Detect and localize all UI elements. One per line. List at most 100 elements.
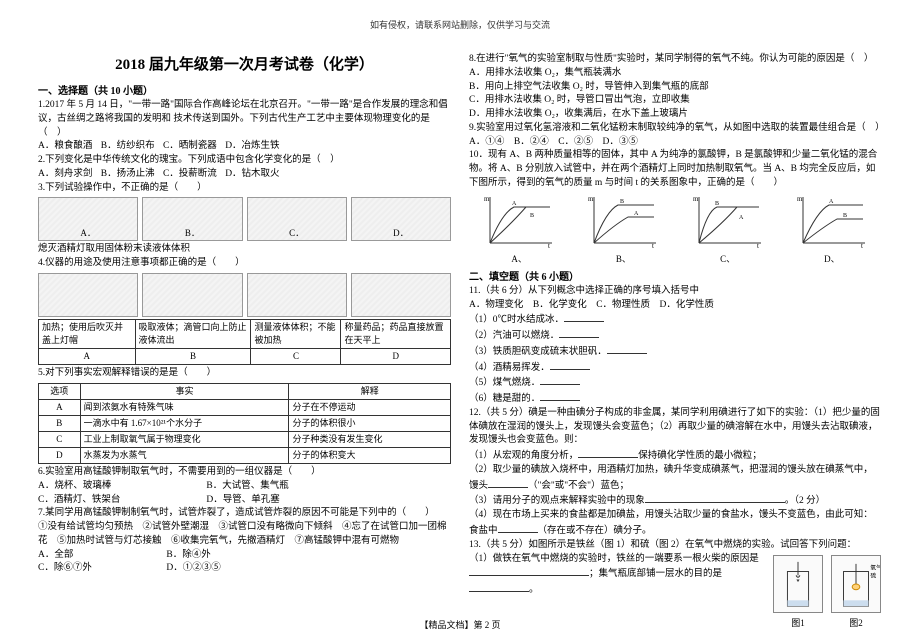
svg-text:A: A — [634, 211, 639, 217]
table-row: 选项 事实 解释 — [39, 383, 451, 399]
svg-text:m: m — [588, 195, 594, 203]
q13-1b-line: ；集气瓶底部铺一层水的目的是。 — [469, 566, 766, 598]
q2-text: 2.下列变化是中华传统文化的瑰宝。下列成语中包含化学变化的是（ ） — [38, 154, 451, 168]
svg-text:t: t — [861, 242, 863, 249]
q12-4b: （存在或不存在）碘分子。 — [538, 526, 652, 536]
q5-head: 解释 — [289, 383, 451, 399]
chart-a-svg: mt AB — [482, 193, 556, 249]
q9-options: A．①④ B．②④ C．②⑤ D．③⑤ — [469, 136, 882, 150]
question-10: 10．现有 A、B 两种质量相等的固体，其中 A 为纯净的氯酸钾，B 是氯酸钾和… — [469, 149, 882, 265]
q12-1b: 保持碘化学性质的最小微粒； — [638, 451, 762, 461]
q12-4: （4）现在市场上买来的食盐都是加碘盐，用馒头沾取少量的食盐水，馒头不变蓝色，由此… — [469, 509, 882, 539]
blank-line — [564, 312, 604, 322]
q5-table: 选项 事实 解释 A闻到浓氨水有特殊气味分子在不停运动 B一滴水中有 1.67×… — [38, 383, 451, 464]
question-9: 9.实验室用过氧化氢溶液和二氧化锰粉末制取较纯净的氧气，从如图中选取的装置最佳组… — [469, 122, 882, 150]
question-7: 7.某同学用高锰酸钾制制氧气时，试管炸裂了，造成试管炸裂的原因不可能是下列中的（… — [38, 507, 451, 576]
section-1-head: 一、选择题（共 10 小题） — [38, 82, 451, 97]
q4-text: 4.仪器的用途及使用注意事项都正确的是（ ） — [38, 257, 451, 271]
q4-cell: 吸取液体；滴管口向上防止液体流出 — [135, 319, 251, 348]
q1-opt-c: C．晒制瓷器 — [163, 140, 217, 154]
q5-cell: 水蒸发为水蒸气 — [80, 447, 289, 463]
svg-text:A: A — [512, 201, 517, 207]
q4-cell: C — [251, 348, 341, 364]
q5-cell: 工业上制取氧气属于物理变化 — [80, 431, 289, 447]
q11-item-6: （6）糖是甜的． — [469, 391, 882, 407]
q3-img-c: C． — [247, 197, 347, 241]
question-12: 12.（共 5 分）碘是一种由碘分子构成的非金属，某同学利用碘进行了如下的实验：… — [469, 407, 882, 539]
table-row: C工业上制取氧气属于物理变化分子种类没有发生变化 — [39, 431, 451, 447]
q8-text: 8.在进行"氧气的实验室制取与性质"实验时，某同学制得的氧气不纯。你认为可能的原… — [469, 53, 882, 67]
svg-text:t: t — [652, 242, 654, 249]
question-3: 3.下列试验操作中，不正确的是（ ） A． B． C． D． 熄灭酒精灯取用固体… — [38, 182, 451, 258]
q4-cell: B — [135, 348, 251, 364]
svg-text:m: m — [797, 195, 803, 203]
q7-options-2: C．除⑥⑦外 D．①②③⑤ — [38, 562, 451, 576]
blank-line — [540, 391, 580, 401]
q13-text: 13.（共 5 分）如图所示是铁丝（图 1）和硫（图 2）在氧气中燃烧的实验。试… — [469, 539, 882, 553]
blank-line — [550, 360, 590, 370]
q7-opt-c: C．除⑥⑦外 — [38, 562, 158, 576]
q10-charts: mt AB A、 mt BA B、 — [469, 193, 882, 266]
q3-img-d: D． — [351, 197, 451, 241]
svg-text:A: A — [829, 199, 834, 205]
blank-line — [469, 582, 529, 592]
svg-text:m: m — [484, 195, 490, 203]
q3-caption: 熄灭酒精灯取用固体粉末读液体体积 — [38, 243, 451, 257]
svg-text:硫: 硫 — [870, 571, 876, 579]
q7-opt-d: D．①②③⑤ — [166, 562, 220, 576]
q5-cell: C — [39, 431, 81, 447]
q6-text: 6.实验室用高锰酸钾制取氧气时，不需要用到的一组仪器是（ ） — [38, 466, 451, 480]
table-row: A闻到浓氨水有特殊气味分子在不停运动 — [39, 399, 451, 415]
q11-i3-text: （3）铁质胆矾变成硫末状胆矾． — [469, 347, 607, 357]
q4-cell: 称量药品；药品直接放置在天平上 — [341, 319, 451, 348]
q7-opt-a: A．全部 — [38, 549, 158, 563]
q11-item-1: （1）0℃时水结成冰． — [469, 312, 882, 328]
question-1: 1.2017 年 5 月 14 日，"一带一路"国际合作高峰论坛在北京召开。"一… — [38, 99, 451, 154]
q4-img-b — [142, 273, 242, 317]
q12-3: （3）请用分子的观点来解释实验中的现象。（2 分） — [469, 493, 882, 509]
q3-label-c: C． — [289, 227, 304, 240]
page-footer: 【精品文档】第 2 页 — [0, 618, 920, 631]
q6-opt-b: B．大试管、集气瓶 — [206, 480, 288, 494]
q5-cell: 分子的体积很小 — [289, 415, 451, 431]
q5-cell: 分子种类没有发生变化 — [289, 431, 451, 447]
q5-cell: 闻到浓氨水有特殊气味 — [80, 399, 289, 415]
q5-text: 5.对下列事实宏观解释错误的是是（ ） — [38, 367, 451, 381]
q7-items: ①没有给试管均匀预热 ②试管外壁潮湿 ③试管口没有略微向下倾斜 ④忘了在试管口加… — [38, 521, 451, 549]
q3-label-a: A． — [80, 227, 96, 240]
q12-3b: 。（2 分） — [785, 496, 825, 506]
q6-options: A．烧杯、玻璃棒 B．大试管、集气瓶 — [38, 480, 451, 494]
svg-text:t: t — [757, 242, 759, 249]
q8-opt-c: C．用排水法收集 O₂ 时，导管口冒出气泡，立即收集 — [469, 94, 882, 108]
question-11: 11.（共 6 分）从下列概念中选择正确的序号填入括号中 A．物理变化 B．化学… — [469, 285, 882, 407]
q4-img-a — [38, 273, 138, 317]
q6-opt-d: D．导管、单孔塞 — [206, 494, 279, 508]
question-4: 4.仪器的用途及使用注意事项都正确的是（ ） 加热；使用后吹灭并盖上灯帽 吸取液… — [38, 257, 451, 365]
q4-table: 加热；使用后吹灭并盖上灯帽 吸取液体；滴管口向上防止液体流出 测量液体体积；不能… — [38, 319, 451, 365]
table-row: B一滴水中有 1.67×10²¹个水分子分子的体积很小 — [39, 415, 451, 431]
q5-head: 选项 — [39, 383, 81, 399]
table-row: D水蒸发为水蒸气分子的体积变大 — [39, 447, 451, 463]
chart-c-svg: mt BA — [691, 193, 765, 249]
blank-line — [498, 523, 538, 533]
blank-line — [559, 328, 599, 338]
q4-cell: D — [341, 348, 451, 364]
q3-label-d: D． — [393, 227, 409, 240]
q7-options: A．全部 B．除④外 — [38, 549, 451, 563]
q11-i6-text: （6）糖是甜的． — [469, 394, 540, 404]
q11-item-4: （4）酒精易挥发． — [469, 360, 882, 376]
q5-cell: B — [39, 415, 81, 431]
q11-i2-text: （2）汽油可以燃烧． — [469, 331, 559, 341]
q4-img-c — [247, 273, 347, 317]
chart-d: mt AB D、 — [782, 193, 882, 266]
q11-text: 11.（共 6 分）从下列概念中选择正确的序号填入括号中 — [469, 285, 882, 299]
q11-item-5: （5）煤气燃烧． — [469, 375, 882, 391]
chart-a-label: A、 — [469, 253, 569, 266]
figure-2-svg: 氧气 硫 — [831, 555, 881, 613]
q5-cell: D — [39, 447, 81, 463]
q11-i5-text: （5）煤气燃烧． — [469, 378, 540, 388]
q11-i4-text: （4）酒精易挥发． — [469, 363, 550, 373]
q6-opt-a: A．烧杯、玻璃棒 — [38, 480, 198, 494]
q3-img-b: B． — [142, 197, 242, 241]
svg-text:t: t — [548, 242, 550, 249]
